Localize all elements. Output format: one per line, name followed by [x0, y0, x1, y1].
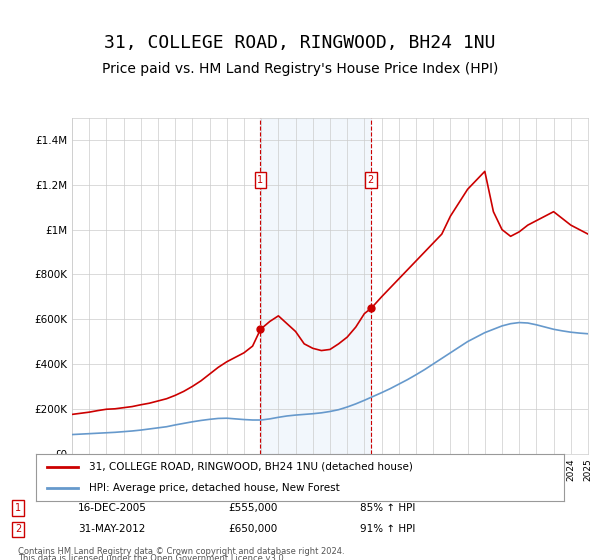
- Text: 16-DEC-2005: 16-DEC-2005: [78, 503, 147, 514]
- Text: HPI: Average price, detached house, New Forest: HPI: Average price, detached house, New …: [89, 483, 340, 493]
- Bar: [260, 118, 371, 454]
- Text: 2: 2: [15, 524, 21, 534]
- Text: 85% ↑ HPI: 85% ↑ HPI: [360, 503, 415, 514]
- Text: 31-MAY-2012: 31-MAY-2012: [78, 524, 145, 534]
- Text: 1: 1: [257, 175, 263, 185]
- Text: 31, COLLEGE ROAD, RINGWOOD, BH24 1NU (detached house): 31, COLLEGE ROAD, RINGWOOD, BH24 1NU (de…: [89, 462, 413, 472]
- Text: This data is licensed under the Open Government Licence v3.0.: This data is licensed under the Open Gov…: [18, 554, 286, 560]
- Text: Price paid vs. HM Land Registry's House Price Index (HPI): Price paid vs. HM Land Registry's House …: [102, 62, 498, 76]
- Text: 31, COLLEGE ROAD, RINGWOOD, BH24 1NU: 31, COLLEGE ROAD, RINGWOOD, BH24 1NU: [104, 34, 496, 52]
- Text: 1: 1: [15, 503, 21, 514]
- Text: 91% ↑ HPI: 91% ↑ HPI: [360, 524, 415, 534]
- Text: Contains HM Land Registry data © Crown copyright and database right 2024.: Contains HM Land Registry data © Crown c…: [18, 547, 344, 556]
- Text: 2: 2: [368, 175, 374, 185]
- Text: £555,000: £555,000: [228, 503, 277, 514]
- Text: £650,000: £650,000: [228, 524, 277, 534]
